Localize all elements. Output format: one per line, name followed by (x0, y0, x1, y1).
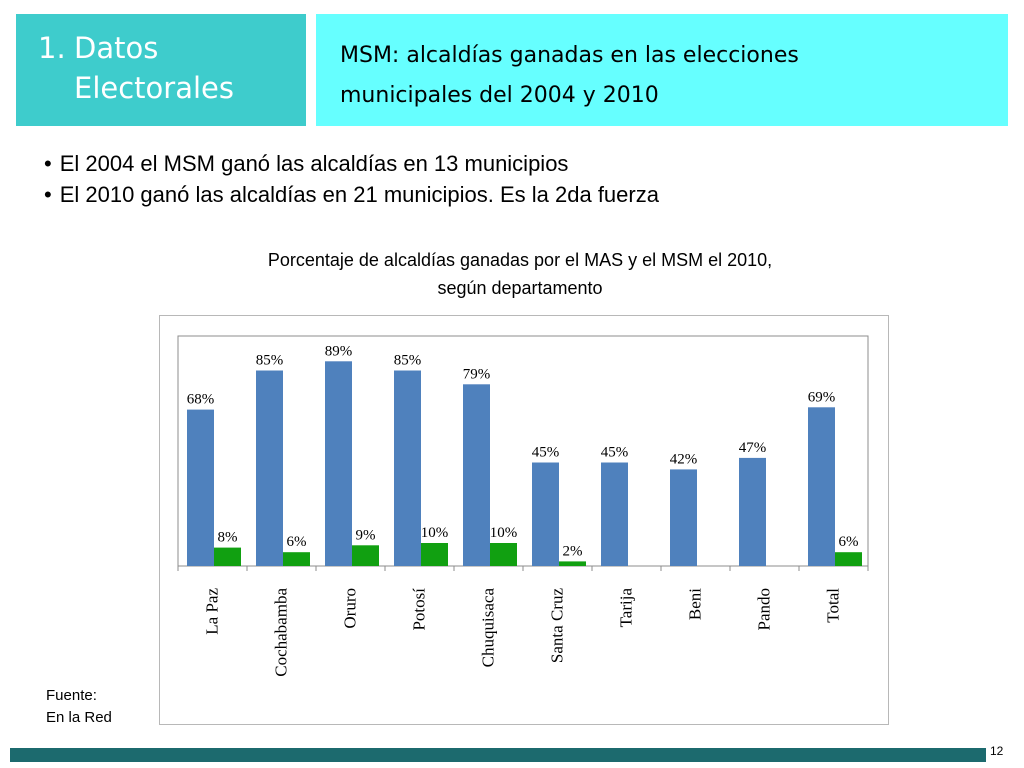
bar (325, 361, 352, 566)
data-label: 68% (187, 392, 215, 408)
bar (463, 384, 490, 566)
data-label: 45% (532, 445, 560, 461)
data-label: 79% (463, 366, 491, 382)
x-tick-label: Beni (686, 588, 705, 620)
data-label: 89% (325, 343, 353, 359)
source-value: En la Red (46, 709, 112, 726)
data-label: 45% (601, 445, 629, 461)
bar (532, 462, 559, 566)
source-note: Fuente: En la Red (46, 685, 112, 729)
bar (808, 407, 835, 566)
data-label: 69% (808, 389, 836, 405)
bar (559, 561, 586, 566)
x-tick-label: Chuquisaca (479, 588, 498, 668)
section-title-line2: Electorales (74, 71, 234, 105)
data-label: 47% (739, 440, 767, 456)
chart-title: Porcentaje de alcaldías ganadas por el M… (160, 246, 880, 302)
data-label: 8% (218, 530, 238, 546)
bar-chart: 68% 8% La Paz 85% 6% Cochabamba 89% 9% Oruro 85% 1… (177, 335, 869, 677)
section-heading-line1: 1. Datos (38, 28, 306, 68)
slide-title: MSM: alcaldías ganadas en las elecciones… (316, 14, 1008, 126)
chart-frame: 68% 8% La Paz 85% 6% Cochabamba 89% 9% Oruro 85% 1… (159, 315, 889, 725)
page-number: 12 (990, 744, 1004, 758)
chart-title-line2: según departamento (437, 278, 603, 298)
bullet-item: El 2010 ganó las alcaldías en 21 municip… (44, 179, 659, 210)
chart-title-line1: Porcentaje de alcaldías ganadas por el M… (267, 250, 773, 270)
data-label: 85% (394, 353, 422, 369)
source-label: Fuente: (46, 687, 97, 704)
x-tick-label: Oruro (341, 588, 360, 629)
x-tick-label: Cochabamba (272, 588, 291, 677)
data-label: 6% (839, 534, 859, 550)
bullet-item: El 2004 el MSM ganó las alcaldías en 13 … (44, 148, 659, 179)
x-tick-label: La Paz (203, 588, 222, 635)
bar (352, 545, 379, 566)
x-tick-label: Santa Cruz (548, 588, 567, 664)
bar (739, 457, 766, 566)
data-label: 10% (490, 525, 518, 541)
bar (490, 543, 517, 566)
footer-bar (10, 748, 986, 762)
data-label: 6% (287, 534, 307, 550)
bar (835, 552, 862, 566)
section-heading: 1. Datos Electorales (16, 14, 306, 126)
bar (601, 462, 628, 566)
data-label: 42% (670, 451, 698, 467)
bar (670, 469, 697, 566)
x-tick-label: Potosí (410, 588, 429, 631)
bar (283, 552, 310, 566)
data-label: 2% (563, 543, 583, 559)
data-label: 85% (256, 353, 284, 369)
x-tick-label: Total (824, 588, 843, 623)
section-title-line1: Datos (74, 31, 159, 65)
bar (256, 370, 283, 566)
slide-title-line2: municipales del 2004 y 2010 (340, 83, 659, 108)
bar (394, 370, 421, 566)
data-label: 9% (356, 527, 376, 543)
x-tick-label: Pando (755, 588, 774, 631)
bullet-list: El 2004 el MSM ganó las alcaldías en 13 … (44, 148, 659, 210)
bar (421, 543, 448, 566)
bar (187, 409, 214, 566)
data-label: 10% (421, 525, 449, 541)
bar (214, 547, 241, 566)
slide-title-line1: MSM: alcaldías ganadas en las elecciones (340, 43, 799, 68)
section-number: 1. (38, 31, 66, 65)
x-tick-label: Tarija (617, 588, 636, 628)
